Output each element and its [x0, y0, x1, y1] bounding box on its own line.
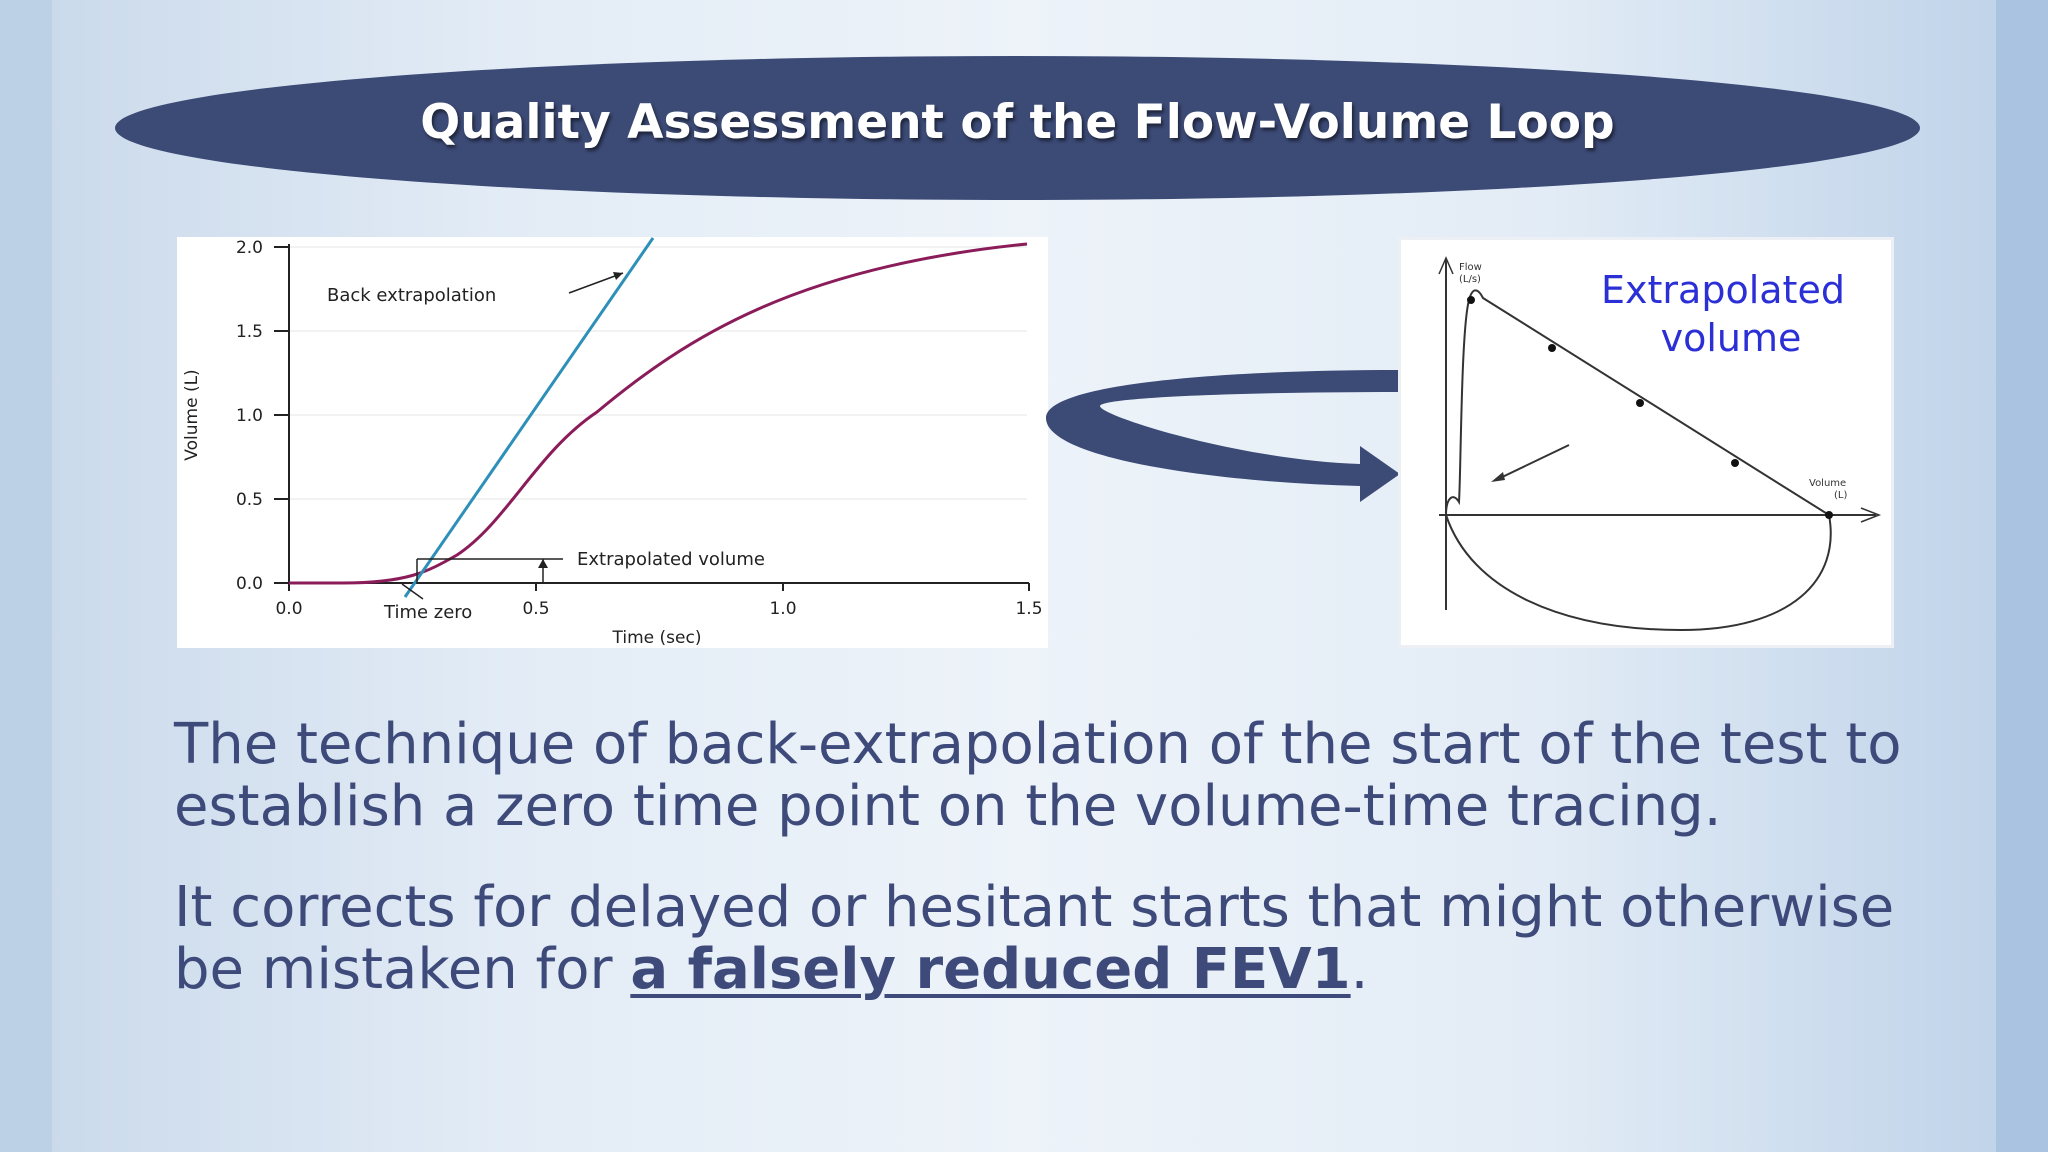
fev1-emphasis-link[interactable]: a falsely reduced FEV1 [630, 937, 1351, 1002]
y-tick-label: 1.5 [236, 322, 263, 342]
back-extrapolation-line [403, 237, 655, 598]
volume-time-chart: 2.0 1.5 1.0 0.5 0.0 0.0 0.5 1.0 1.5 Time… [177, 237, 1048, 648]
expiratory-limb [1445, 289, 1830, 516]
data-point [1825, 511, 1833, 519]
y-tick-label: 2.0 [236, 238, 263, 258]
paragraph-back-extrapolation: The technique of back-extrapolation of t… [174, 712, 1902, 839]
extrapolated-volume-label: Extrapolated volume [577, 549, 765, 570]
bracket-arrowhead [538, 559, 548, 568]
y-axis-label: Volume (L) [182, 369, 202, 460]
data-point [1636, 399, 1644, 407]
flow-volume-loop-chart: Flow (L/s) Volume (L) Extrapolated volum… [1398, 237, 1894, 648]
left-edge-band [0, 0, 52, 1152]
y-tick-label: 0.5 [236, 490, 263, 510]
pointer-arrowhead [613, 272, 623, 280]
flow-label: Flow [1459, 262, 1482, 273]
flow-unit: (L/s) [1459, 274, 1481, 285]
volume-time-svg: 2.0 1.5 1.0 0.5 0.0 0.0 0.5 1.0 1.5 Time… [182, 237, 1043, 648]
volume-axis-arrowhead [1860, 507, 1882, 523]
y-tick-marks [274, 246, 289, 584]
right-edge-band [1996, 0, 2048, 1152]
data-point [1548, 344, 1556, 352]
x-tick-label: 0.0 [275, 599, 302, 619]
data-point [1467, 296, 1475, 304]
x-tick-label: 0.5 [522, 599, 549, 619]
time-zero-label: Time zero [383, 602, 472, 623]
pointer-arrowhead [1491, 472, 1505, 482]
flow-volume-svg: Flow (L/s) Volume (L) Extrapolated volum… [1438, 256, 1882, 632]
y-tick-label: 1.0 [236, 406, 263, 426]
volume-label: Volume [1809, 478, 1846, 489]
paragraph-correction-text: It corrects for delayed or hesitant star… [174, 875, 1895, 1002]
grid [289, 246, 1027, 500]
back-extrapolation-pointer [568, 272, 624, 294]
time-zero-pointer [401, 583, 424, 600]
x-tick-marks [288, 583, 1030, 591]
paragraph-correction: It corrects for delayed or hesitant star… [174, 877, 1954, 1001]
pointer-line [1495, 444, 1570, 481]
x-tick-label: 1.0 [769, 599, 796, 619]
slide-title: Quality Assessment of the Flow-Volume Lo… [420, 94, 1615, 150]
paragraph-period: . [1350, 937, 1369, 1002]
data-point [1731, 459, 1739, 467]
title-banner: Quality Assessment of the Flow-Volume Lo… [115, 56, 1920, 200]
back-extrapolation-label: Back extrapolation [327, 285, 496, 306]
volume-heading: volume [1661, 316, 1802, 360]
x-axis-label: Time (sec) [612, 628, 702, 648]
x-tick-label: 1.5 [1015, 599, 1042, 619]
inspiratory-limb [1445, 514, 1832, 632]
volume-unit: (L) [1834, 490, 1847, 501]
arrow-shape [1046, 370, 1400, 502]
extrapolated-heading: Extrapolated [1601, 268, 1845, 312]
curved-connector-arrow [1046, 370, 1400, 502]
flow-axis-arrowhead [1438, 256, 1454, 275]
y-tick-label: 0.0 [236, 574, 263, 594]
